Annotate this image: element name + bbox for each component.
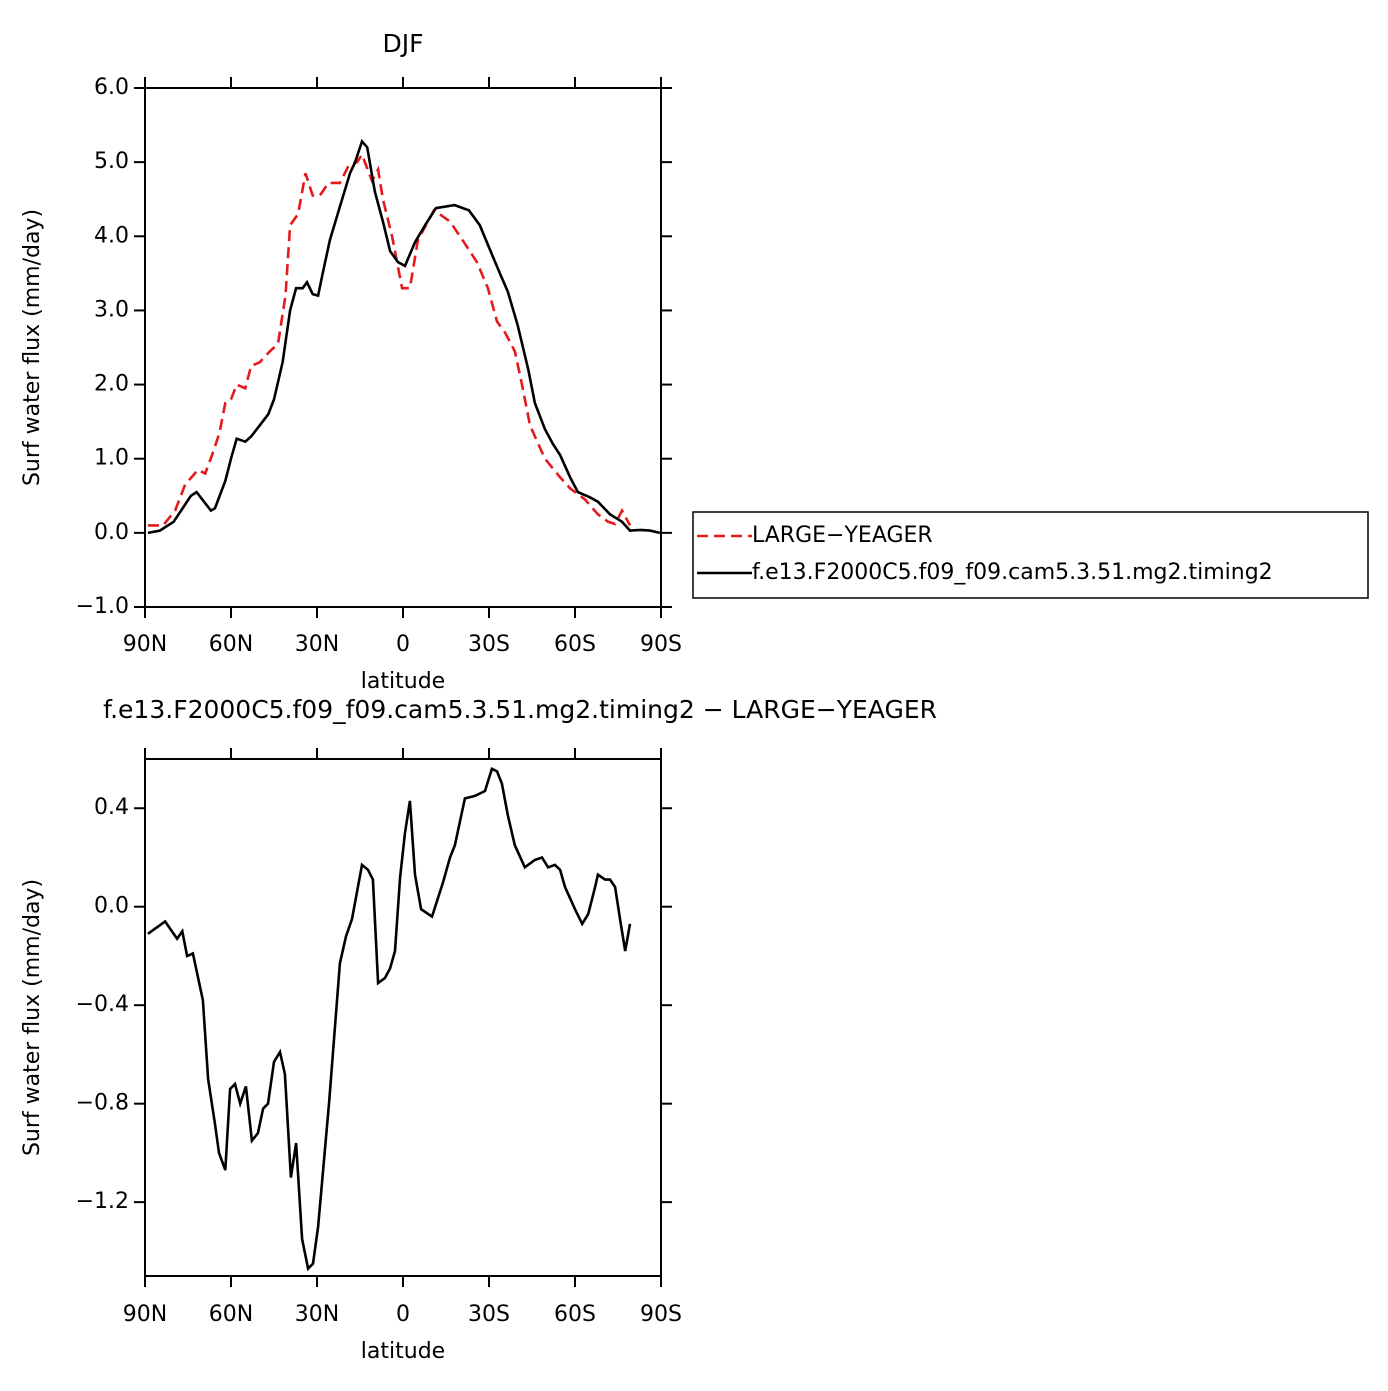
y-tick-label: 5.0: [94, 149, 129, 174]
x-tick-label: 30N: [295, 1302, 339, 1327]
x-tick-label: 60S: [554, 632, 596, 657]
x-tick-label: 60N: [209, 632, 253, 657]
y-tick-label: 3.0: [94, 297, 129, 322]
y-tick-label: 0.4: [94, 795, 129, 820]
y-tick-label: 0.0: [94, 894, 129, 919]
x-tick-label: 60N: [209, 1302, 253, 1327]
x-tick-label: 90N: [123, 1302, 167, 1327]
data-line: [147, 151, 632, 527]
legend-label: f.e13.F2000C5.f09_f09.cam5.3.51.mg2.timi…: [752, 560, 1273, 585]
plot-frame: [144, 87, 662, 608]
x-tick-label: 30S: [468, 1302, 510, 1327]
x-tick-label: 30S: [468, 632, 510, 657]
y-tick-label: 1.0: [94, 446, 129, 471]
plot-frame: [144, 758, 662, 1277]
x-tick-label: 90S: [640, 632, 682, 657]
x-tick-label: 60S: [554, 1302, 596, 1327]
y-tick-label: 2.0: [94, 372, 129, 397]
x-axis-label: latitude: [361, 669, 445, 694]
legend-label: LARGE−YEAGER: [752, 523, 933, 548]
y-axis-label: Surf water flux (mm/day): [20, 209, 45, 486]
y-tick-label: 4.0: [94, 223, 129, 248]
chart-title: DJF: [382, 29, 423, 58]
chart-title: f.e13.F2000C5.f09_f09.cam5.3.51.mg2.timi…: [103, 695, 937, 724]
y-tick-label: −1.2: [76, 1189, 129, 1214]
x-axis-label: latitude: [361, 1339, 445, 1364]
data-line: [147, 766, 632, 1272]
y-tick-label: −1.0: [76, 594, 129, 619]
x-tick-label: 90N: [123, 632, 167, 657]
x-tick-label: 0: [396, 1302, 410, 1327]
legend-box: [692, 511, 1369, 599]
y-axis-label: Surf water flux (mm/day): [20, 879, 45, 1156]
y-tick-label: −0.4: [76, 992, 129, 1017]
y-tick-label: −0.8: [76, 1091, 129, 1116]
x-tick-label: 30N: [295, 632, 339, 657]
x-tick-label: 90S: [640, 1302, 682, 1327]
y-tick-label: 0.0: [94, 520, 129, 545]
y-tick-label: 6.0: [94, 75, 129, 100]
x-tick-label: 0: [396, 632, 410, 657]
data-line: [147, 138, 661, 535]
